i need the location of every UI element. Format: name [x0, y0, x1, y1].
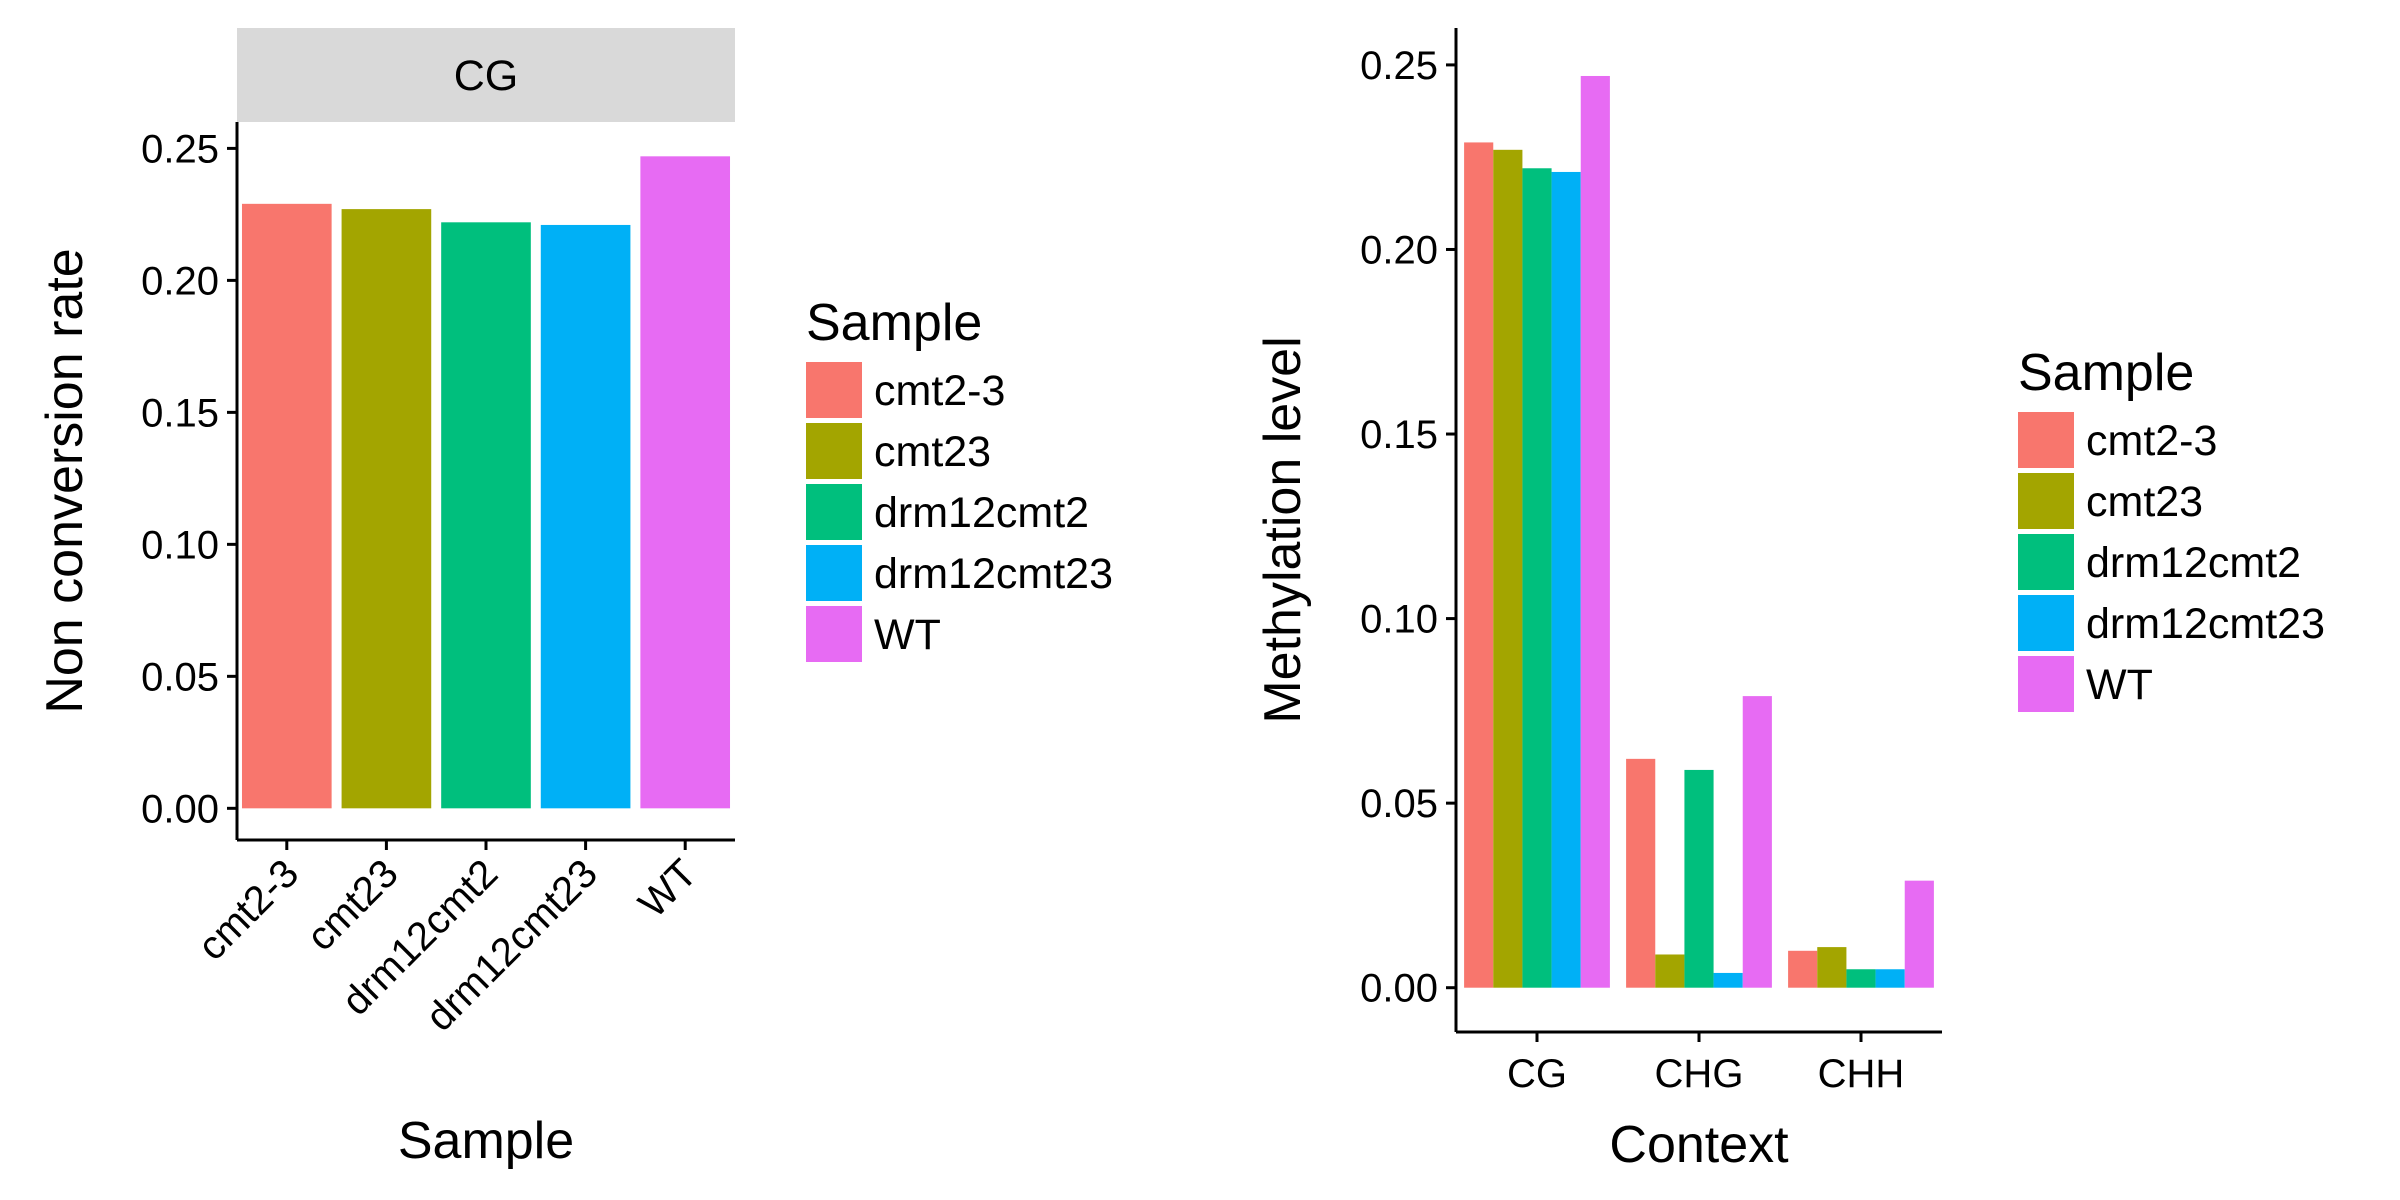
bar-cmt2-3-CHG	[1626, 758, 1656, 988]
legend-key-cmt23	[2018, 473, 2074, 529]
y-tick-label: 0.00	[141, 787, 219, 831]
legend-label-WT: WT	[2086, 661, 2153, 709]
bar-drm12cmt23-CHH	[1875, 969, 1905, 988]
y-tick-label: 0.15	[141, 391, 219, 435]
legend-key-drm12cmt2	[2018, 534, 2074, 590]
chart-panel-1: CG 0.00 0.05 0.10 0.15 0.20 0.25 cmt2-3 cmt23 drm…	[36, 28, 1113, 1170]
y-tick-label: 0.10	[1360, 598, 1438, 642]
y-tick-label: 0.05	[141, 655, 219, 699]
y-tick-label: 0.00	[1360, 967, 1438, 1011]
legend-key-cmt2-3	[2018, 412, 2074, 468]
bar-cmt2-3-CHH	[1788, 950, 1818, 988]
bar-cmt2-3	[241, 203, 332, 809]
legend-key-drm12cmt23	[806, 545, 862, 601]
chart-panel-2: 0.00 0.05 0.10 0.15 0.20 0.25 CG CHG CHH Context M…	[1254, 28, 2325, 1174]
legend-title: Sample	[2018, 344, 2194, 402]
facet-strip	[237, 28, 735, 122]
x-tick-label: cmt2-3	[190, 851, 308, 969]
y-tick-label: 0.10	[141, 523, 219, 567]
bar-drm12cmt23-CG	[1551, 171, 1581, 988]
legend-label-drm12cmt23: drm12cmt23	[874, 550, 1113, 598]
legend-key-cmt23	[806, 423, 862, 479]
y-tick-label: 0.20	[141, 259, 219, 303]
y-axis-title: Non conversion rate	[36, 248, 94, 713]
x-tick-label: CHG	[1655, 1052, 1744, 1096]
bar-cmt2-3-CG	[1464, 142, 1494, 988]
bar-cmt23-CHG	[1655, 954, 1685, 988]
legend: Sample cmt2-3 cmt23 drm12cmt2 drm12cmt23 WT	[806, 294, 1113, 662]
y-tick-label: 0.25	[141, 127, 219, 171]
y-tick-label: 0.25	[1360, 44, 1438, 88]
bar-drm12cmt23-CHG	[1713, 972, 1743, 988]
legend-key-drm12cmt2	[806, 484, 862, 540]
legend-label-cmt2-3: cmt2-3	[2086, 417, 2217, 465]
bar-drm12cmt23	[540, 224, 631, 809]
bar-drm12cmt2-CHH	[1846, 969, 1876, 988]
bar-WT-CHH	[1904, 880, 1934, 988]
y-tick-label: 0.20	[1360, 228, 1438, 272]
legend-label-drm12cmt2: drm12cmt2	[874, 489, 1089, 537]
bar-cmt23-CG	[1493, 149, 1523, 988]
legend-label-cmt23: cmt23	[874, 428, 991, 476]
legend-title: Sample	[806, 294, 982, 352]
bar-WT-CG	[1580, 75, 1610, 988]
bar-WT-CHG	[1742, 696, 1772, 988]
facet-label: CG	[454, 52, 519, 100]
legend: Sample cmt2-3 cmt23 drm12cmt2 drm12cmt23 WT	[2018, 344, 2325, 712]
bar-drm12cmt2-CG	[1522, 168, 1552, 988]
legend-label-cmt2-3: cmt2-3	[874, 367, 1005, 415]
y-tick-label: 0.15	[1360, 413, 1438, 457]
x-axis-title: Context	[1609, 1116, 1789, 1174]
x-axis-title: Sample	[398, 1112, 574, 1170]
legend-key-cmt2-3	[806, 362, 862, 418]
y-axis-title: Methylation level	[1254, 336, 1312, 723]
y-tick-label: 0.05	[1360, 782, 1438, 826]
bar-WT	[640, 156, 731, 809]
legend-label-drm12cmt2: drm12cmt2	[2086, 539, 2301, 587]
x-tick-label: CG	[1507, 1052, 1567, 1096]
legend-key-drm12cmt23	[2018, 595, 2074, 651]
legend-label-WT: WT	[874, 611, 941, 659]
legend-key-WT	[2018, 656, 2074, 712]
x-tick-label: WT	[630, 851, 705, 926]
legend-label-cmt23: cmt23	[2086, 478, 2203, 526]
x-tick-label: CHH	[1818, 1052, 1905, 1096]
bar-drm12cmt2-CHG	[1684, 769, 1714, 988]
legend-label-drm12cmt23: drm12cmt23	[2086, 600, 2325, 648]
legend-key-WT	[806, 606, 862, 662]
bar-cmt23-CHH	[1817, 947, 1847, 988]
bar-drm12cmt2	[441, 222, 531, 809]
bar-cmt23	[341, 209, 432, 809]
